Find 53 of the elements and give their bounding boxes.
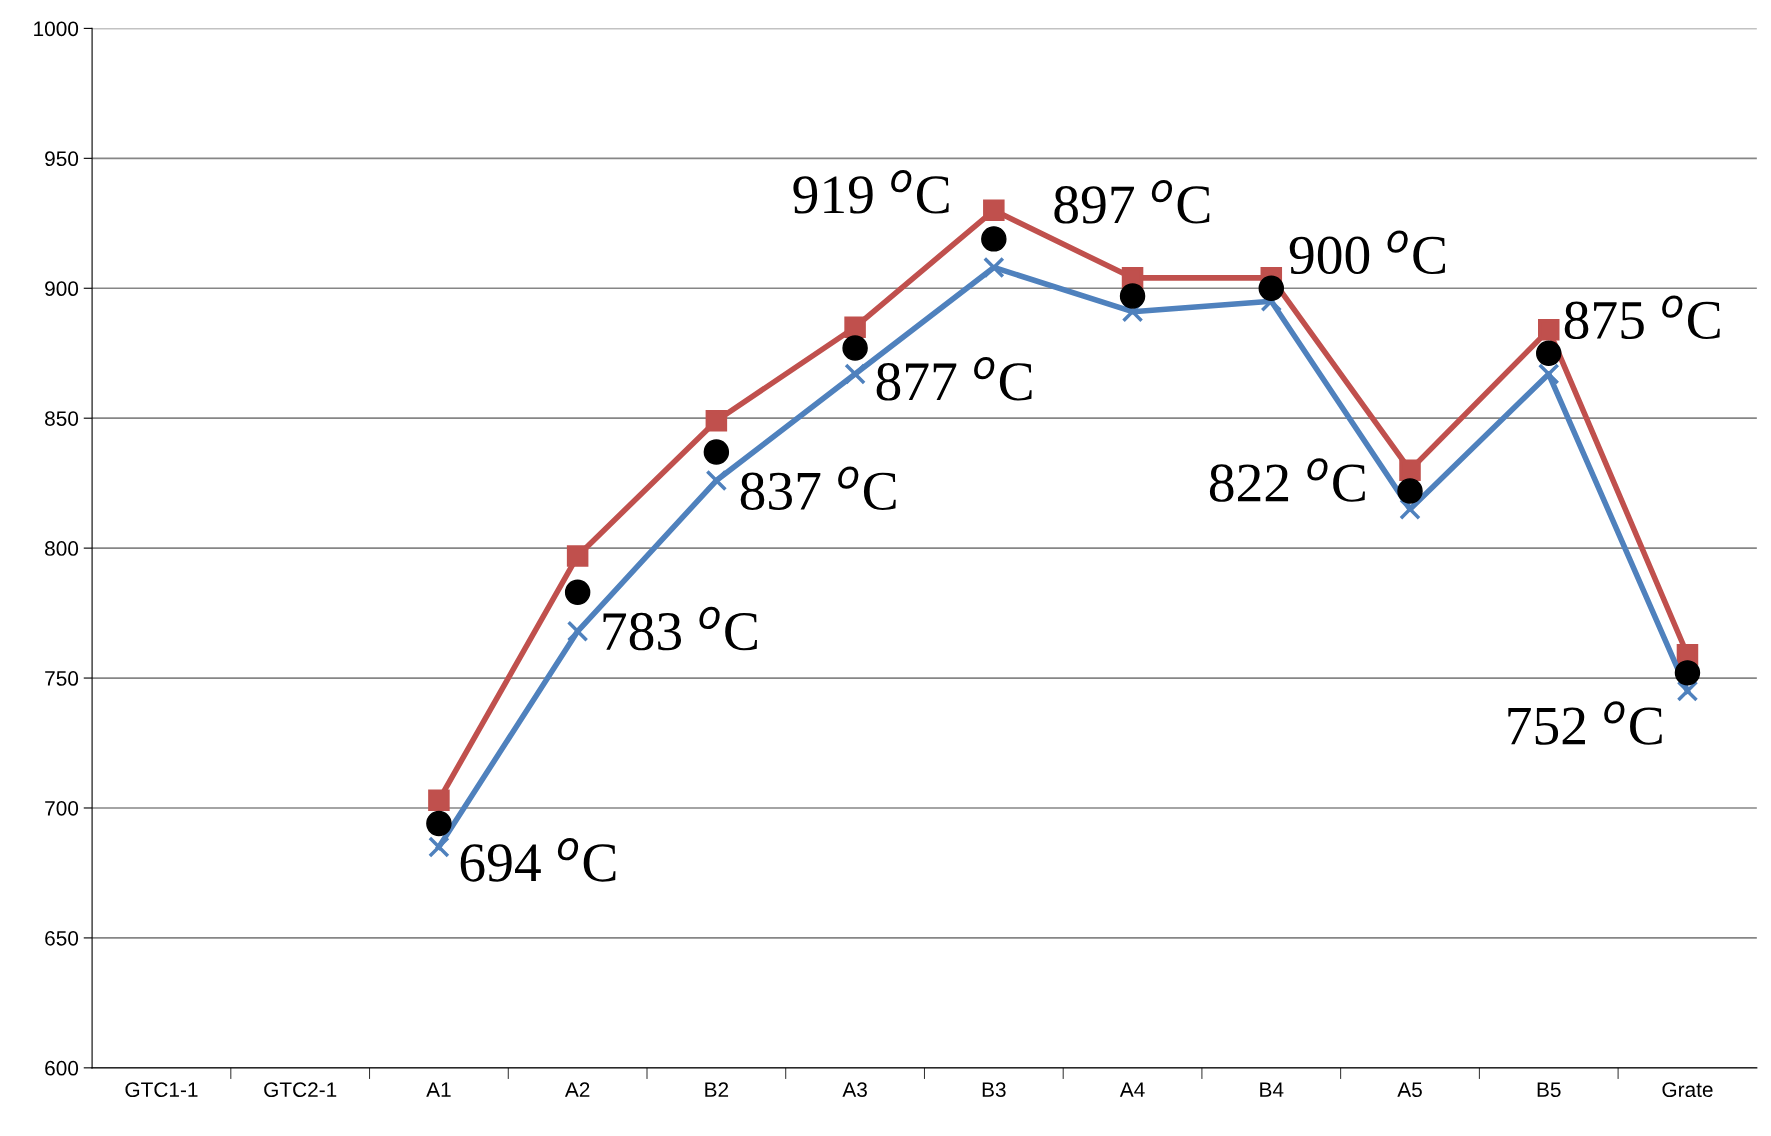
point <box>566 545 589 567</box>
x-tick-label: A4 <box>1119 1082 1145 1097</box>
point <box>705 469 728 492</box>
point <box>842 335 868 361</box>
data-label: 877 $^{o}$C <box>876 356 1032 401</box>
point <box>564 579 591 606</box>
x-tick-label: Grate <box>1662 1082 1713 1098</box>
data-label: 919 $^{o}$C <box>793 170 949 214</box>
point <box>1537 319 1560 341</box>
point <box>566 620 589 643</box>
x-tick-label: A5 <box>1397 1082 1422 1098</box>
point <box>428 789 450 811</box>
x-tick-label: A1 <box>426 1082 451 1097</box>
y-tick-label: 700 <box>45 800 79 816</box>
data-label: 783 $^{o}$C <box>603 606 757 651</box>
x-tick-label: B2 <box>705 1082 729 1097</box>
point <box>983 256 1005 279</box>
point <box>1119 283 1146 309</box>
y-tick-label: 650 <box>45 930 79 946</box>
y-tick-label: 750 <box>45 671 79 686</box>
x-tick-label: GTC2-1 <box>264 1082 337 1098</box>
y-tick-label: 800 <box>45 541 79 556</box>
point <box>981 226 1007 252</box>
y-tick-label: 850 <box>45 411 79 426</box>
point <box>1399 459 1421 481</box>
point <box>703 439 730 465</box>
y-tick-label: 600 <box>45 1060 79 1076</box>
data-label: 752 $^{o}$C <box>1508 701 1662 745</box>
data-label: 694 $^{o}$C <box>460 838 616 882</box>
point <box>705 410 728 432</box>
x-tick-label: GTC1-1 <box>125 1082 198 1098</box>
x-tick-label: A2 <box>564 1082 590 1097</box>
data-label: 822 $^{o}$C <box>1209 458 1365 502</box>
point <box>1674 660 1701 686</box>
data-label: 837 $^{o}$C <box>740 466 896 511</box>
data-label: 897 $^{o}$C <box>1054 179 1210 224</box>
point <box>1258 275 1285 301</box>
y-tick-label: 950 <box>45 151 79 167</box>
x-tick-label: A3 <box>842 1082 867 1098</box>
y-tick-label: 1000 <box>34 21 79 37</box>
point <box>983 199 1005 222</box>
point <box>1397 478 1423 504</box>
point <box>844 363 866 385</box>
x-tick-label: B3 <box>982 1082 1006 1098</box>
point <box>1536 340 1562 366</box>
point <box>428 836 450 858</box>
point <box>844 316 866 339</box>
x-tick-label: B4 <box>1260 1082 1284 1097</box>
y-tick-label: 900 <box>45 281 79 297</box>
data-label: 875 $^{o}$C <box>1564 295 1720 340</box>
point <box>426 810 452 837</box>
x-tick-label: B5 <box>1537 1082 1561 1098</box>
data-label: 900 $^{o}$C <box>1289 230 1446 275</box>
